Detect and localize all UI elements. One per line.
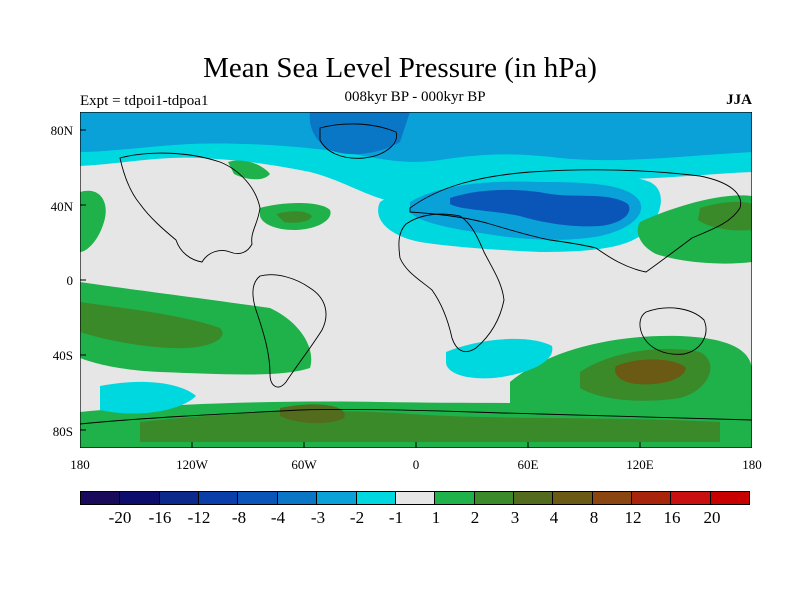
south-pacific-positive-mid — [80, 302, 223, 349]
pacific-positive — [80, 190, 106, 252]
colorbar-label: -16 — [148, 508, 172, 527]
lat-label: 80N — [50, 123, 73, 138]
colorbar-segment — [592, 492, 633, 504]
lat-label: 0 — [66, 273, 74, 288]
colorbar-label: -3 — [310, 508, 326, 527]
colorbar-segment — [120, 492, 160, 504]
colorbar-label: 20 — [703, 508, 721, 527]
europe-africa-outline — [398, 213, 505, 352]
south-america-outline — [252, 274, 327, 388]
colorbar-label: 1 — [431, 508, 441, 527]
coastlines — [80, 123, 752, 425]
greenland-negative — [309, 112, 410, 155]
colorbar-segment — [513, 492, 554, 504]
colorbar-label: 12 — [624, 508, 642, 527]
arctic-negative-mid — [80, 112, 752, 162]
antarctica-outline — [80, 409, 752, 425]
australia-outline — [639, 307, 707, 355]
colorbar — [80, 491, 750, 505]
south-pacific-negative — [100, 381, 196, 414]
south-indian-positive-strong — [614, 359, 686, 385]
colorbar-label: 3 — [510, 508, 520, 527]
map-ticks — [80, 129, 641, 448]
lon-label: 0 — [412, 457, 420, 472]
colorbar-label: 16 — [663, 508, 681, 527]
colorbar-segment — [159, 492, 200, 504]
south-atlantic-negative — [446, 338, 553, 379]
colorbar-label: -1 — [388, 508, 404, 527]
experiment-label: Expt = tdpoi1-tdpoa1 — [80, 93, 209, 109]
pressure-anomaly-map — [80, 112, 752, 448]
lon-label: 120E — [626, 457, 654, 472]
antarctic-positive-strong — [280, 404, 345, 424]
lon-label: 180 — [742, 457, 762, 472]
colorbar-segment — [238, 492, 278, 504]
colorbar-label: -12 — [187, 508, 211, 527]
colorbar-segment — [553, 492, 593, 504]
colorbar-segment — [395, 492, 436, 504]
colorbar-label: 4 — [549, 508, 559, 527]
north-america-outline — [119, 152, 261, 263]
arctic-green — [228, 160, 270, 180]
colorbar-segment — [474, 492, 514, 504]
lat-label: 40S — [52, 348, 73, 363]
colorbar-label: -8 — [231, 508, 247, 527]
colorbar-segment — [435, 492, 475, 504]
lon-label: 60W — [291, 457, 317, 472]
colorbar-segment — [317, 492, 357, 504]
colorbar-segment — [632, 492, 672, 504]
colorbar-label: -4 — [270, 508, 286, 527]
asia-negative-strong — [450, 189, 630, 227]
lat-label: 80S — [52, 424, 73, 439]
eurasia-outline — [409, 169, 742, 273]
colorbar-label: -20 — [108, 508, 132, 527]
lon-label: 180 — [70, 457, 90, 472]
colorbar-segment — [199, 492, 239, 504]
colorbar-segment — [277, 492, 318, 504]
lat-label: 40N — [50, 199, 73, 214]
lon-label: 60E — [517, 457, 539, 472]
colorbar-segment — [356, 492, 396, 504]
colorbar-label: 2 — [470, 508, 480, 527]
colorbar-label: 8 — [589, 508, 599, 527]
antarctic-positive-mid — [140, 411, 720, 442]
map-title: Mean Sea Level Pressure (in hPa) — [203, 52, 597, 84]
colorbar-segment — [671, 492, 711, 504]
lon-label: 120W — [176, 457, 208, 472]
greenland-outline — [319, 123, 398, 159]
colorbar-segment — [710, 492, 750, 504]
west-pacific-positive-mid — [698, 201, 752, 231]
season-label: JJA — [726, 92, 752, 108]
colorbar-segment — [81, 492, 121, 504]
colorbar-label: -2 — [349, 508, 365, 527]
period-label: 008kyr BP - 000kyr BP — [344, 89, 486, 105]
north-atlantic-positive-mid — [276, 211, 312, 223]
